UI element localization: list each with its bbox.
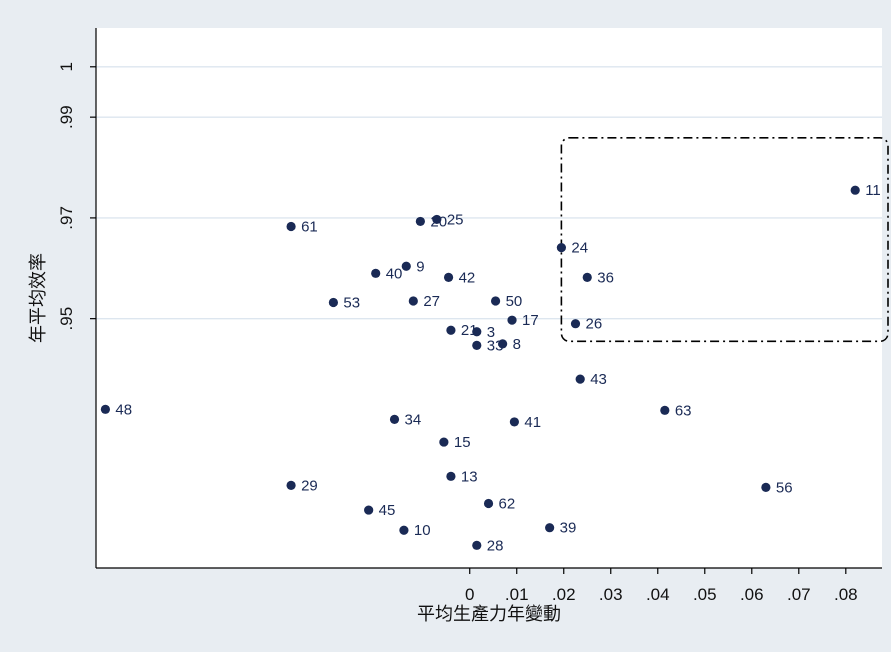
data-point — [556, 243, 566, 253]
point-label: 24 — [571, 240, 588, 257]
data-points: 1124362661202594042532750172133384348633… — [100, 182, 881, 554]
x-tick-label: .03 — [599, 585, 623, 604]
data-point — [446, 325, 456, 335]
point-label: 61 — [301, 218, 318, 235]
data-point — [509, 417, 519, 427]
data-point — [432, 214, 442, 225]
point-label: 15 — [454, 434, 471, 451]
point-label: 50 — [506, 293, 523, 310]
x-tick-label: .01 — [505, 585, 529, 604]
y-tick-label: .99 — [57, 105, 76, 129]
point-label: 34 — [405, 411, 422, 428]
data-point — [364, 505, 374, 515]
data-point — [401, 261, 411, 271]
data-point — [498, 339, 508, 349]
point-label: 45 — [379, 502, 396, 519]
data-point — [575, 374, 585, 384]
data-point — [446, 471, 456, 481]
data-point — [472, 340, 482, 350]
x-tick-label: .04 — [646, 585, 670, 604]
data-point — [439, 437, 449, 447]
data-point — [328, 297, 338, 308]
point-label: 8 — [513, 336, 521, 353]
data-point — [399, 525, 409, 535]
data-point — [582, 272, 592, 282]
point-label: 3 — [487, 324, 495, 341]
data-point — [850, 185, 860, 195]
point-label: 43 — [590, 371, 607, 388]
data-point — [507, 315, 517, 325]
point-label: 48 — [115, 401, 132, 418]
data-point — [472, 327, 482, 337]
x-tick-label: 0 — [465, 585, 474, 604]
point-label: 53 — [343, 295, 360, 312]
x-tick-label: .08 — [834, 585, 858, 604]
point-label: 42 — [459, 269, 476, 286]
point-label: 25 — [447, 211, 464, 228]
data-point — [483, 498, 494, 509]
plot-area — [96, 28, 882, 568]
highlight-region — [560, 137, 889, 343]
data-point — [286, 221, 296, 232]
point-label: 26 — [585, 316, 602, 333]
y-axis-title: 年平均效率 — [28, 253, 49, 343]
x-tick-label: .02 — [552, 585, 576, 604]
data-point — [545, 523, 555, 533]
data-point — [761, 482, 771, 493]
y-tick-label: .95 — [57, 307, 76, 331]
point-label: 21 — [461, 322, 478, 339]
data-point — [660, 405, 670, 415]
point-label: 41 — [524, 414, 541, 431]
data-point — [286, 480, 296, 490]
x-tick-label: .05 — [693, 585, 717, 604]
point-label: 62 — [499, 496, 516, 513]
x-axis-title: 平均生產力年變動 — [417, 604, 561, 625]
point-label: 40 — [386, 265, 403, 282]
highlight-box — [560, 137, 889, 343]
point-label: 63 — [675, 402, 692, 419]
point-label: 36 — [597, 269, 614, 286]
data-point — [570, 319, 581, 329]
y-tick-label: .97 — [57, 206, 76, 230]
point-label: 13 — [461, 468, 478, 485]
data-point — [472, 540, 482, 550]
x-tick-label: .06 — [740, 585, 764, 604]
point-label: 39 — [560, 520, 577, 537]
data-point — [100, 404, 111, 414]
point-label: 9 — [416, 258, 424, 275]
point-label: 56 — [776, 479, 793, 496]
data-point — [415, 216, 425, 227]
point-label: 29 — [301, 477, 318, 494]
x-tick-label: .07 — [787, 585, 811, 604]
point-label: 27 — [423, 293, 440, 310]
data-point — [389, 414, 400, 424]
point-label: 10 — [414, 522, 431, 539]
data-point — [371, 268, 381, 278]
point-label: 11 — [865, 182, 881, 199]
point-label: 17 — [522, 312, 539, 329]
data-point — [490, 296, 501, 306]
y-tick-label: 1 — [57, 62, 76, 71]
point-label: 28 — [487, 537, 504, 554]
data-point — [408, 296, 418, 306]
data-point — [443, 272, 454, 282]
gridlines — [96, 66, 882, 320]
